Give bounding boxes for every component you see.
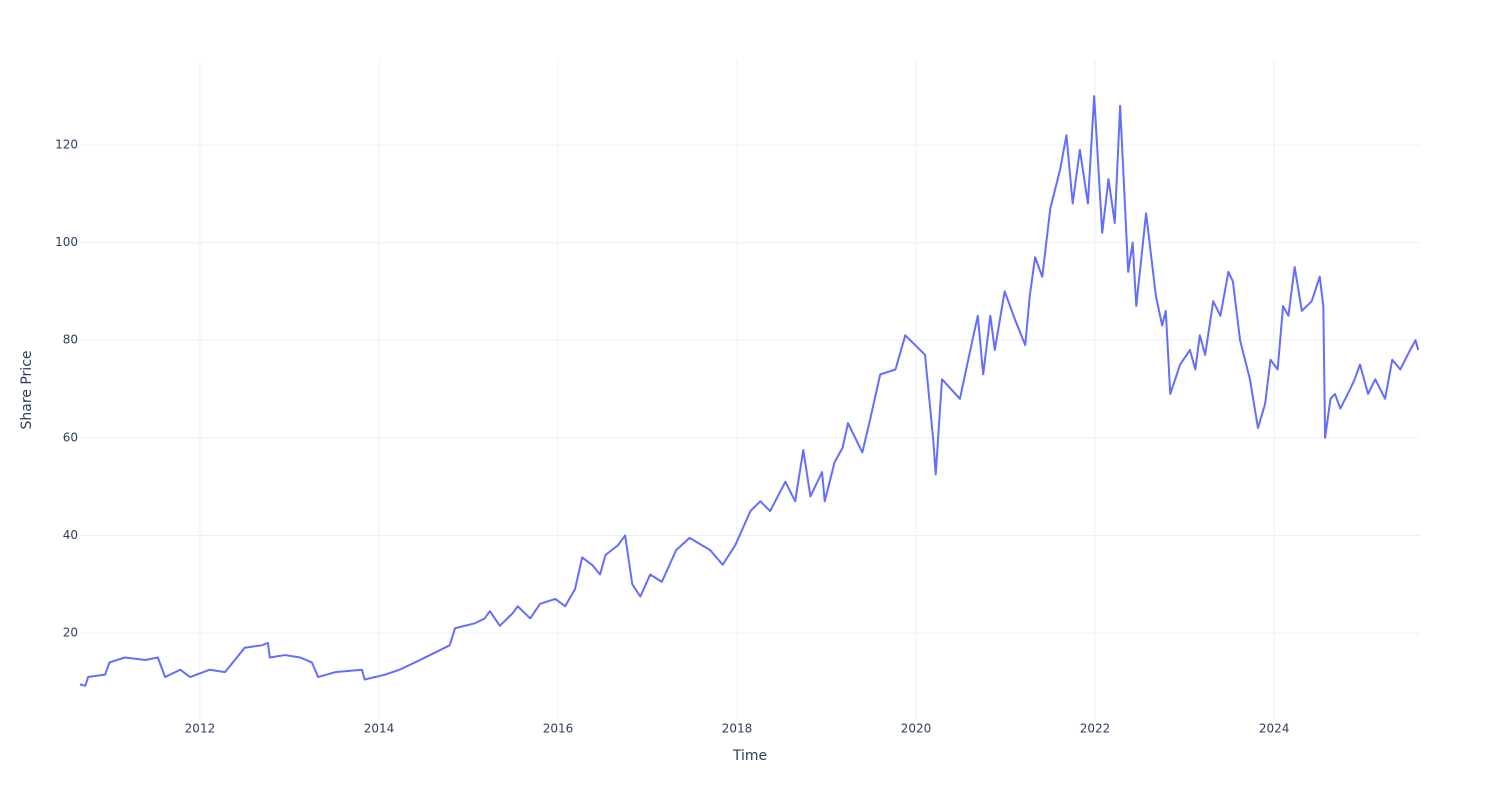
y-tick-label: 60 (63, 430, 78, 444)
x-tick-label: 2018 (722, 722, 753, 736)
price-line (79, 95, 1420, 687)
x-tick-label: 2024 (1259, 722, 1290, 736)
y-tick-label: 20 (63, 626, 78, 640)
y-tick-label: 120 (55, 137, 78, 151)
x-axis-title: Time (732, 748, 767, 764)
x-tick-label: 2022 (1080, 722, 1111, 736)
y-axis-title: Share Price (19, 350, 35, 429)
y-tick-label: 80 (63, 333, 78, 347)
x-tick-label: 2014 (364, 722, 395, 736)
y-tick-label: 40 (63, 528, 78, 542)
y-tick-label: 100 (55, 235, 78, 249)
x-tick-label: 2012 (185, 722, 216, 736)
x-tick-label: 2020 (901, 722, 932, 736)
x-tick-label: 2016 (543, 722, 574, 736)
